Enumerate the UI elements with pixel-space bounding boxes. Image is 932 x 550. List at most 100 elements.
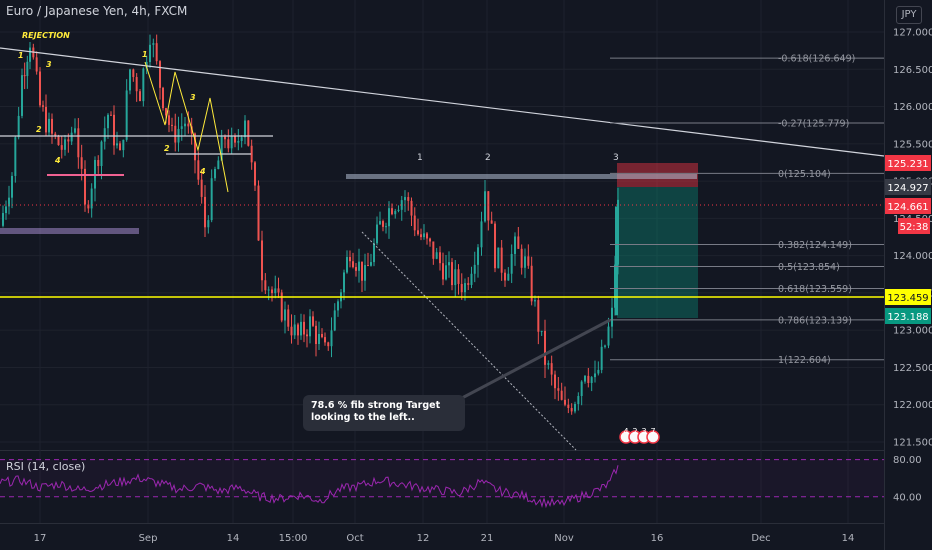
wave-label-mid: 1 xyxy=(142,50,148,59)
trendline-descending[interactable] xyxy=(0,47,885,157)
candle-body xyxy=(376,224,378,244)
candle-body xyxy=(171,124,173,126)
price-tag xyxy=(885,198,931,214)
candle-body xyxy=(132,69,135,78)
wave-label-left: 1 xyxy=(18,51,24,60)
x-tick-label: Oct xyxy=(346,533,363,544)
fib-level-label: 0.382(124.149) xyxy=(778,240,852,251)
candle-body xyxy=(187,123,190,127)
note-callout[interactable]: 78.6 % fib strong Target looking to the … xyxy=(303,395,465,431)
x-tick-label: 17 xyxy=(34,533,47,544)
candle-body xyxy=(214,169,216,179)
x-tick-label: 14 xyxy=(227,533,240,544)
price-axis[interactable]: 127.000126.500126.000125.500125.000124.5… xyxy=(893,28,932,504)
time-axis[interactable]: 17 Sep 14 15:00 Oct 12 21 Nov 16 Dec 14 xyxy=(34,533,855,544)
candle-body xyxy=(57,136,60,146)
y-tick-label: 126.000 xyxy=(893,102,932,113)
symbol-title[interactable]: Euro / Japanese Yen, 4h, FXCM xyxy=(6,4,188,18)
candle-body xyxy=(217,160,220,170)
candle-body xyxy=(261,240,263,281)
candle-body xyxy=(165,108,167,116)
candle-body xyxy=(70,132,73,142)
candle-body xyxy=(520,248,523,268)
candle-body xyxy=(23,75,26,77)
candle-body xyxy=(116,143,118,146)
price-pane[interactable] xyxy=(0,0,884,450)
candle-body xyxy=(152,43,155,45)
candle-body xyxy=(397,209,400,211)
candle-body xyxy=(445,265,447,280)
candle-body xyxy=(370,262,372,266)
candle-body xyxy=(361,261,363,281)
wave-arrows[interactable] xyxy=(144,61,229,193)
diagonal-dotted-line[interactable] xyxy=(361,231,577,451)
candle-body xyxy=(400,200,403,210)
candle-body xyxy=(432,241,435,259)
candle-body xyxy=(227,139,230,149)
rsi-indicator xyxy=(0,459,884,509)
candle-body xyxy=(21,75,23,116)
note-connector xyxy=(461,318,611,400)
y-tick-label: 122.000 xyxy=(893,400,932,411)
candle-body xyxy=(570,408,573,412)
candle-body xyxy=(125,90,128,140)
candle-body xyxy=(110,114,112,116)
candle-body xyxy=(254,162,256,186)
last-candle xyxy=(615,206,618,316)
candle-body xyxy=(417,230,419,235)
y-tick-label: 125.500 xyxy=(893,139,932,150)
candle-body xyxy=(240,137,243,142)
rsi-tick-label: 80.00 xyxy=(893,455,922,466)
candle-body xyxy=(274,288,277,294)
candle-body xyxy=(358,261,360,271)
candle-body xyxy=(457,269,460,284)
grid xyxy=(0,0,884,523)
background-drawings xyxy=(0,163,698,318)
candle-body xyxy=(410,200,413,216)
rsi-title[interactable]: RSI (14, close) xyxy=(6,460,86,473)
candle-body xyxy=(142,68,145,102)
y-tick-label: 123.000 xyxy=(893,326,932,337)
candle-body xyxy=(45,106,47,133)
candle-body xyxy=(534,300,536,302)
candle-body xyxy=(129,69,131,91)
fib-level-label: 0.618(123.559) xyxy=(778,284,852,295)
candle-body xyxy=(337,301,339,311)
price-tag xyxy=(885,289,931,305)
x-tick-label: Dec xyxy=(751,533,770,544)
price-tag xyxy=(885,308,931,324)
wave-label-left: 2 xyxy=(36,125,42,134)
resistance-box[interactable] xyxy=(346,174,697,179)
candle-body xyxy=(480,221,483,248)
candle-body xyxy=(373,243,375,263)
candle-body xyxy=(544,330,546,365)
candle-body xyxy=(587,375,590,383)
x-tick-label: 21 xyxy=(481,533,494,544)
candle-body xyxy=(315,325,317,345)
candle-body xyxy=(267,289,270,291)
candle-body xyxy=(611,307,613,327)
candle-body xyxy=(597,369,600,374)
candle-body xyxy=(224,136,226,140)
candle-body xyxy=(145,62,148,69)
candle-body xyxy=(87,204,90,209)
candle-body xyxy=(435,252,438,259)
candle-body xyxy=(604,345,606,347)
target-zone[interactable] xyxy=(617,187,698,318)
rsi-pane[interactable] xyxy=(0,451,884,523)
fib-level-label: -0.618(126.649) xyxy=(778,54,855,65)
demand-box[interactable] xyxy=(0,228,139,234)
candle-body xyxy=(48,118,50,133)
candle-body xyxy=(524,256,526,268)
candle-body xyxy=(14,137,17,176)
candle-body xyxy=(439,252,441,264)
drawings[interactable] xyxy=(0,47,885,451)
candle-body xyxy=(149,44,151,63)
candle-body xyxy=(77,128,80,158)
candle-body xyxy=(168,115,170,125)
currency-button[interactable]: JPY xyxy=(896,6,922,24)
candle-body xyxy=(467,283,470,285)
event-badge[interactable] xyxy=(646,430,660,444)
candle-body xyxy=(577,396,580,404)
candle-body xyxy=(11,175,13,198)
